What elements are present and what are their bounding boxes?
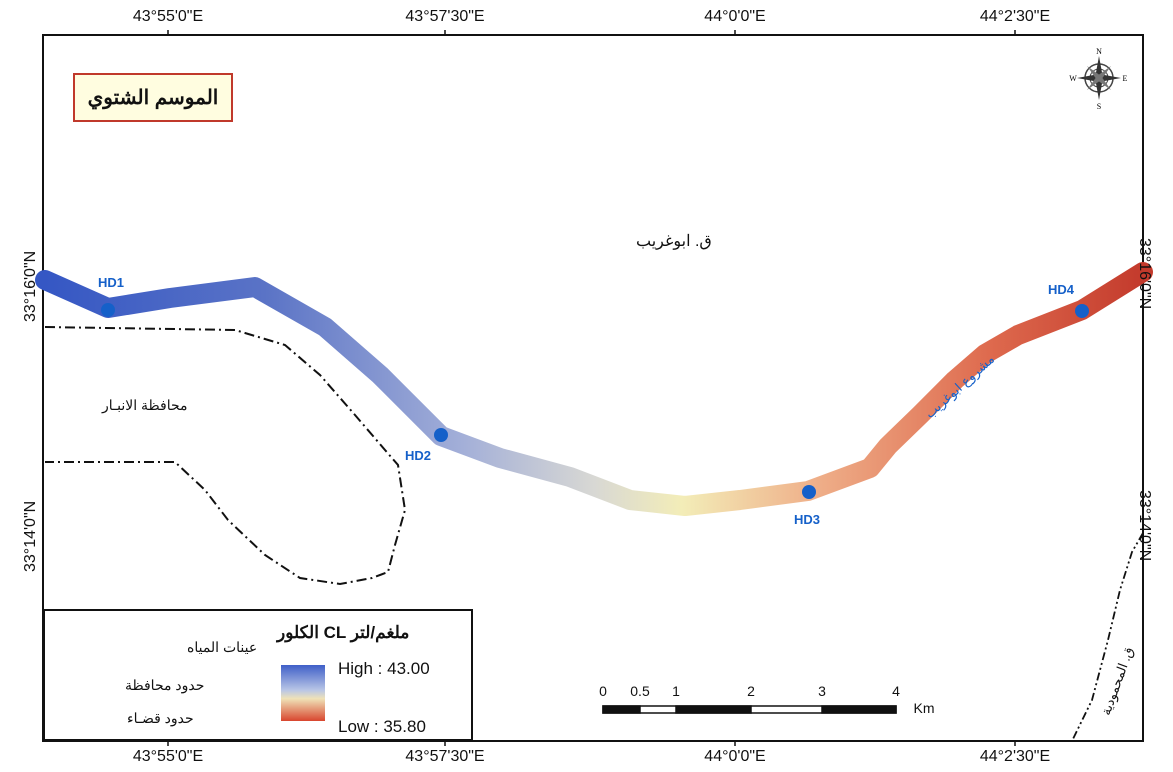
coord-right-2: 33°14'0"N <box>1136 490 1153 562</box>
legend-high: High : 43.00 <box>338 659 430 678</box>
sample-point <box>1075 304 1089 318</box>
coord-top-4: 44°2'30"E <box>979 8 1051 25</box>
sample-label-hd3: HD3 <box>794 512 821 527</box>
legend-low: Low : 35.80 <box>338 717 426 736</box>
abu-ghraib-district-label: ق. ابوغريب <box>636 233 712 250</box>
legend-box: عينات المياه حدود محافظة حدود قضـاء الكل… <box>43 609 473 741</box>
province-border-line <box>44 326 407 586</box>
coord-top-3: 44°0'0"E <box>704 8 766 25</box>
compass-n: N <box>1096 47 1102 56</box>
sample-point <box>101 303 115 317</box>
anbar-province-label: محافظة الانبـار <box>102 397 188 413</box>
coord-bottom-3: 44°0'0"E <box>704 748 766 765</box>
river-channel <box>35 262 1153 516</box>
coord-top-2: 43°57'30"E <box>405 8 485 25</box>
sample-label-hd4: HD4 <box>1048 282 1075 297</box>
scale-label: 3 <box>818 683 826 699</box>
sample-point <box>434 428 448 442</box>
scale-bar <box>602 705 897 714</box>
district-border-line <box>1071 532 1144 742</box>
compass-w: W <box>1069 74 1077 83</box>
coord-bottom-1: 43°55'0"E <box>132 748 204 765</box>
scale-unit: Km <box>913 700 935 716</box>
legend-province-border: حدود محافظة <box>125 677 205 693</box>
legend-district-border: حدود قضـاء <box>127 710 194 726</box>
coord-bottom-2: 43°57'30"E <box>405 748 485 765</box>
coord-right-1: 33°16'0"N <box>1136 238 1153 310</box>
sample-label-hd1: HD1 <box>98 275 125 290</box>
compass-rose-icon: N S E W <box>1069 47 1127 111</box>
compass-e: E <box>1123 74 1128 83</box>
legend-title: الكلور CL ملغم/لتر <box>277 623 410 642</box>
map-frame <box>42 34 1144 742</box>
scale-label: 4 <box>892 683 900 699</box>
coord-bottom-4: 44°2'30"E <box>979 748 1051 765</box>
legend-water-samples: عينات المياه <box>187 639 258 655</box>
coord-top-1: 43°55'0"E <box>132 8 204 25</box>
scale-label: 1 <box>672 683 680 699</box>
scale-label: 0.5 <box>630 683 650 699</box>
coord-left-2: 33°14'0"N <box>22 500 39 572</box>
scale-label: 0 <box>599 683 607 699</box>
compass-s: S <box>1097 102 1101 111</box>
sample-label-hd2: HD2 <box>405 448 432 463</box>
coord-left-1: 33°16'0"N <box>22 250 39 322</box>
legend-color-ramp <box>281 665 325 721</box>
scale-label: 2 <box>747 683 755 699</box>
frame-ticks <box>167 30 1016 746</box>
map-title: الموسم الشتوي <box>73 73 233 122</box>
sample-point <box>802 485 816 499</box>
